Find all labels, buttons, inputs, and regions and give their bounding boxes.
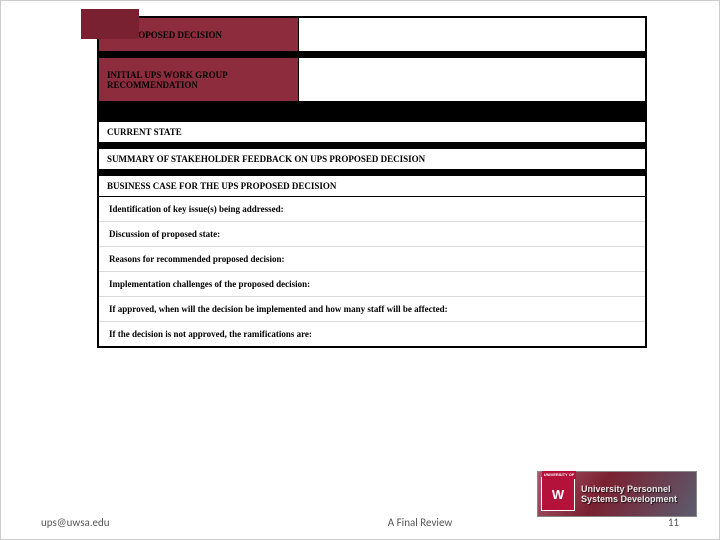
sub-item: If approved, when will the decision be i… xyxy=(99,297,645,322)
sub-item: If the decision is not approved, the ram… xyxy=(99,322,645,346)
value-proposed-decision xyxy=(299,18,645,51)
row-initial-workgroup: INITIAL UPS WORK GROUP RECOMMENDATION xyxy=(99,58,645,102)
row-stakeholder-feedback: SUMMARY OF STAKEHOLDER FEEDBACK ON UPS P… xyxy=(99,149,645,170)
divider-2 xyxy=(99,102,645,122)
footer-email: ups@uwsa.edu xyxy=(41,516,201,529)
footer-title: A Final Review xyxy=(201,516,639,529)
footer: ups@uwsa.edu A Final Review 11 xyxy=(1,516,719,529)
footer-page-number: 11 xyxy=(639,516,679,529)
label-current-state: CURRENT STATE xyxy=(99,122,645,142)
business-case-items: Identification of key issue(s) being add… xyxy=(99,197,645,346)
uw-crest-icon: UNIVERSITY OF WISCONSIN W xyxy=(541,477,575,511)
crest-top-text: UNIVERSITY OF WISCONSIN xyxy=(542,471,576,479)
sub-item: Implementation challenges of the propose… xyxy=(99,272,645,297)
logo-block: UNIVERSITY OF WISCONSIN W University Per… xyxy=(537,471,697,517)
logo-line1: University Personnel xyxy=(581,484,677,494)
logo-text: University Personnel Systems Development xyxy=(581,484,677,505)
sub-item: Discussion of proposed state: xyxy=(99,222,645,247)
sub-item: Identification of key issue(s) being add… xyxy=(99,197,645,222)
accent-square xyxy=(81,9,139,39)
value-initial-workgroup xyxy=(299,58,645,101)
sub-item: Reasons for recommended proposed decisio… xyxy=(99,247,645,272)
logo-line2: Systems Development xyxy=(581,494,677,504)
label-stakeholder-feedback: SUMMARY OF STAKEHOLDER FEEDBACK ON UPS P… xyxy=(99,149,645,169)
row-business-case: BUSINESS CASE FOR THE UPS PROPOSED DECIS… xyxy=(99,176,645,197)
decision-table: UPS PROPOSED DECISION INITIAL UPS WORK G… xyxy=(97,16,647,348)
label-business-case: BUSINESS CASE FOR THE UPS PROPOSED DECIS… xyxy=(99,176,645,196)
crest-letter: W xyxy=(552,487,564,502)
row-current-state: CURRENT STATE xyxy=(99,122,645,143)
row-proposed-decision: UPS PROPOSED DECISION xyxy=(99,18,645,52)
slide-container: UPS PROPOSED DECISION INITIAL UPS WORK G… xyxy=(0,0,720,540)
label-initial-workgroup: INITIAL UPS WORK GROUP RECOMMENDATION xyxy=(99,58,299,101)
